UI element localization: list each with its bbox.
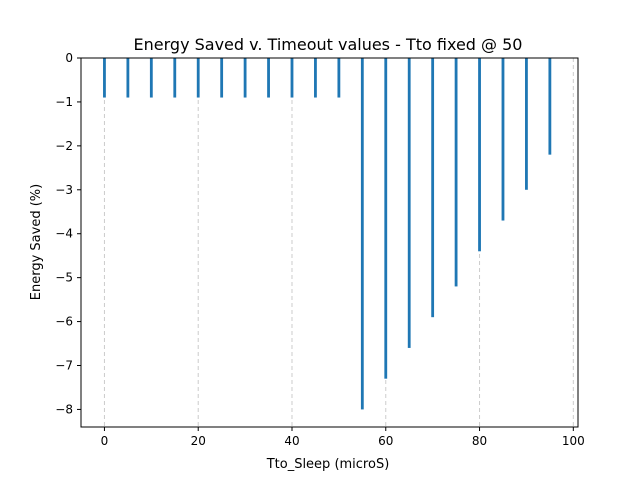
bar bbox=[525, 58, 528, 190]
y-tick-label: −7 bbox=[55, 359, 73, 373]
x-tick-label: 60 bbox=[378, 434, 393, 448]
bar bbox=[267, 58, 270, 98]
bar bbox=[384, 58, 388, 379]
bar bbox=[360, 58, 364, 410]
bar bbox=[454, 58, 458, 287]
bar bbox=[314, 58, 317, 98]
bars bbox=[103, 58, 552, 410]
bar bbox=[501, 58, 505, 221]
chart-title: Energy Saved v. Timeout values - Tto fix… bbox=[134, 35, 523, 54]
bar bbox=[196, 58, 200, 98]
y-tick-label: −4 bbox=[55, 227, 73, 241]
bar bbox=[337, 58, 341, 98]
y-tick-label: 0 bbox=[65, 51, 73, 65]
bar bbox=[407, 58, 411, 348]
x-axis-label: Tto_Sleep (microS) bbox=[266, 457, 390, 472]
x-tick-label: 100 bbox=[562, 434, 585, 448]
y-tick-label: −6 bbox=[55, 315, 73, 329]
bar bbox=[220, 58, 224, 98]
plot-frame bbox=[80, 57, 579, 428]
bar bbox=[431, 58, 435, 318]
bar bbox=[243, 58, 247, 98]
y-tick-label: −1 bbox=[55, 95, 73, 109]
bar bbox=[478, 58, 481, 252]
y-tick-label: −5 bbox=[55, 271, 73, 285]
x-tick-label: 40 bbox=[284, 434, 299, 448]
y-tick-label: −8 bbox=[55, 402, 73, 416]
y-tick-label: −3 bbox=[55, 183, 73, 197]
bar bbox=[149, 58, 153, 98]
x-axis-ticks: 0 20 40 60 80 100 bbox=[101, 427, 585, 448]
bar bbox=[290, 58, 294, 98]
x-tick-label: 20 bbox=[191, 434, 206, 448]
y-axis-label: Energy Saved (%) bbox=[29, 184, 44, 300]
x-tick-label: 0 bbox=[101, 434, 109, 448]
y-axis-ticks: 0 −1 −2 −3 −4 −5 −6 −7 −8 bbox=[55, 51, 81, 416]
y-tick-label: −2 bbox=[55, 139, 73, 153]
bar bbox=[126, 58, 130, 98]
x-tick-label: 80 bbox=[472, 434, 487, 448]
bar bbox=[173, 58, 177, 98]
bar bbox=[103, 58, 106, 98]
bar bbox=[548, 58, 552, 155]
